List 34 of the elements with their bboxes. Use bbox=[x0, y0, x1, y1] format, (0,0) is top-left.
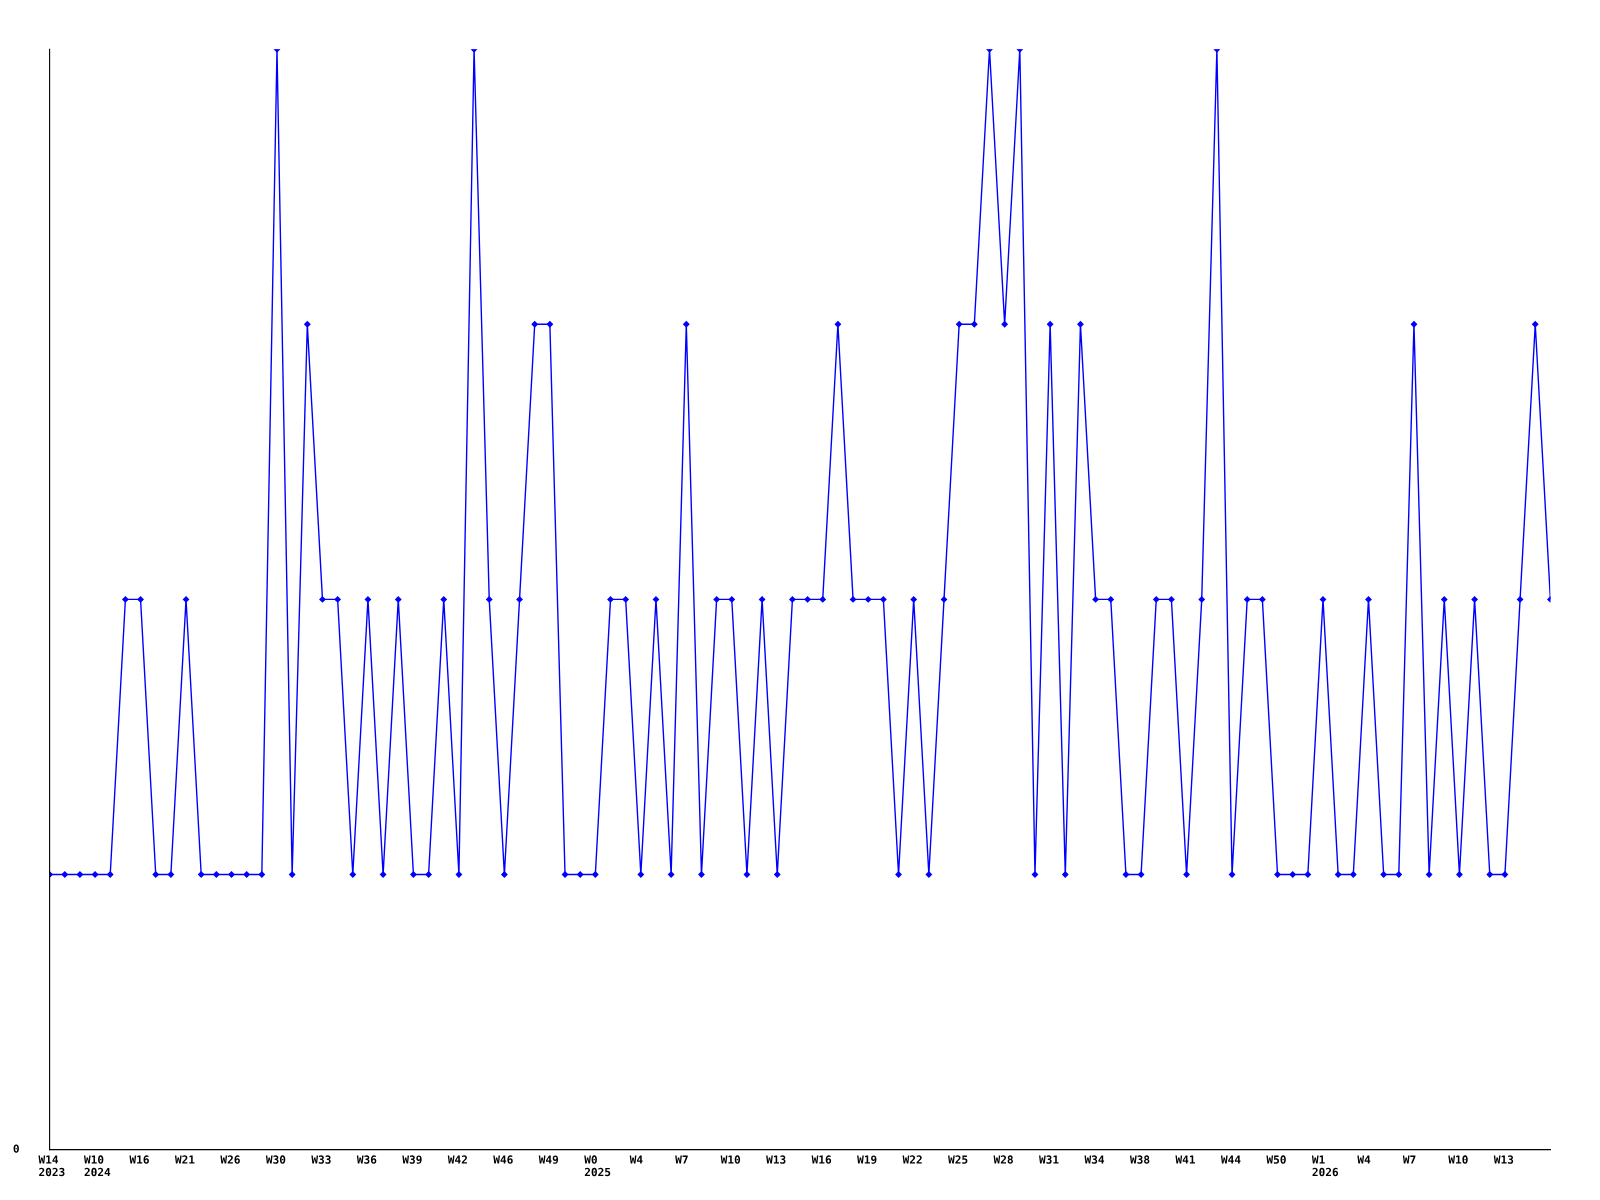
x-tick-label: W1 2026 bbox=[1311, 1155, 1339, 1177]
x-tick-label: W21 bbox=[174, 1155, 195, 1164]
x-tick-label: W33 bbox=[311, 1155, 331, 1164]
x-tick-label: W7 bbox=[1402, 1155, 1416, 1164]
x-tick-label: W49 bbox=[538, 1155, 559, 1164]
x-tick-label: W0 2025 bbox=[584, 1155, 611, 1177]
x-tick-label: W34 bbox=[1084, 1155, 1105, 1164]
x-tick-label: W16 bbox=[811, 1155, 832, 1164]
x-tick-label: W10 bbox=[720, 1155, 741, 1164]
x-tick-label: W13 bbox=[1493, 1155, 1514, 1164]
x-tick-label: W22 bbox=[902, 1155, 922, 1164]
x-tick-label: W4 bbox=[629, 1155, 643, 1164]
x-tick-label: W16 bbox=[129, 1155, 149, 1164]
x-tick-label: W41 bbox=[1175, 1155, 1195, 1164]
x-tick-label: W13 bbox=[766, 1155, 786, 1164]
x-tick-label: W44 bbox=[1220, 1155, 1241, 1164]
x-tick-label: W31 bbox=[1039, 1155, 1059, 1164]
x-tick-label: W4 bbox=[1357, 1155, 1371, 1164]
x-tick-label: W19 bbox=[857, 1155, 877, 1164]
x-tick-label: W50 bbox=[1266, 1155, 1286, 1164]
text: 0 bbox=[13, 1144, 19, 1153]
x-tick-label: W25 bbox=[948, 1155, 968, 1164]
x-tick-label: W10 2024 bbox=[83, 1155, 111, 1177]
x-tick-label: W7 bbox=[675, 1155, 688, 1164]
x-tick-label: W36 bbox=[356, 1155, 377, 1164]
x-tick-label: W39 bbox=[402, 1155, 422, 1164]
x-tick-label: W14 2023 bbox=[38, 1155, 65, 1177]
x-tick-label: W38 bbox=[1129, 1155, 1150, 1164]
x-tick-label: W30 bbox=[265, 1155, 286, 1164]
x-tick-label: W10 bbox=[1448, 1155, 1468, 1164]
x-tick-label: W46 bbox=[493, 1155, 513, 1164]
x-tick-label: W26 bbox=[220, 1155, 240, 1164]
x-tick-label: W42 bbox=[447, 1155, 467, 1164]
x-tick-label: W28 bbox=[993, 1155, 1013, 1164]
